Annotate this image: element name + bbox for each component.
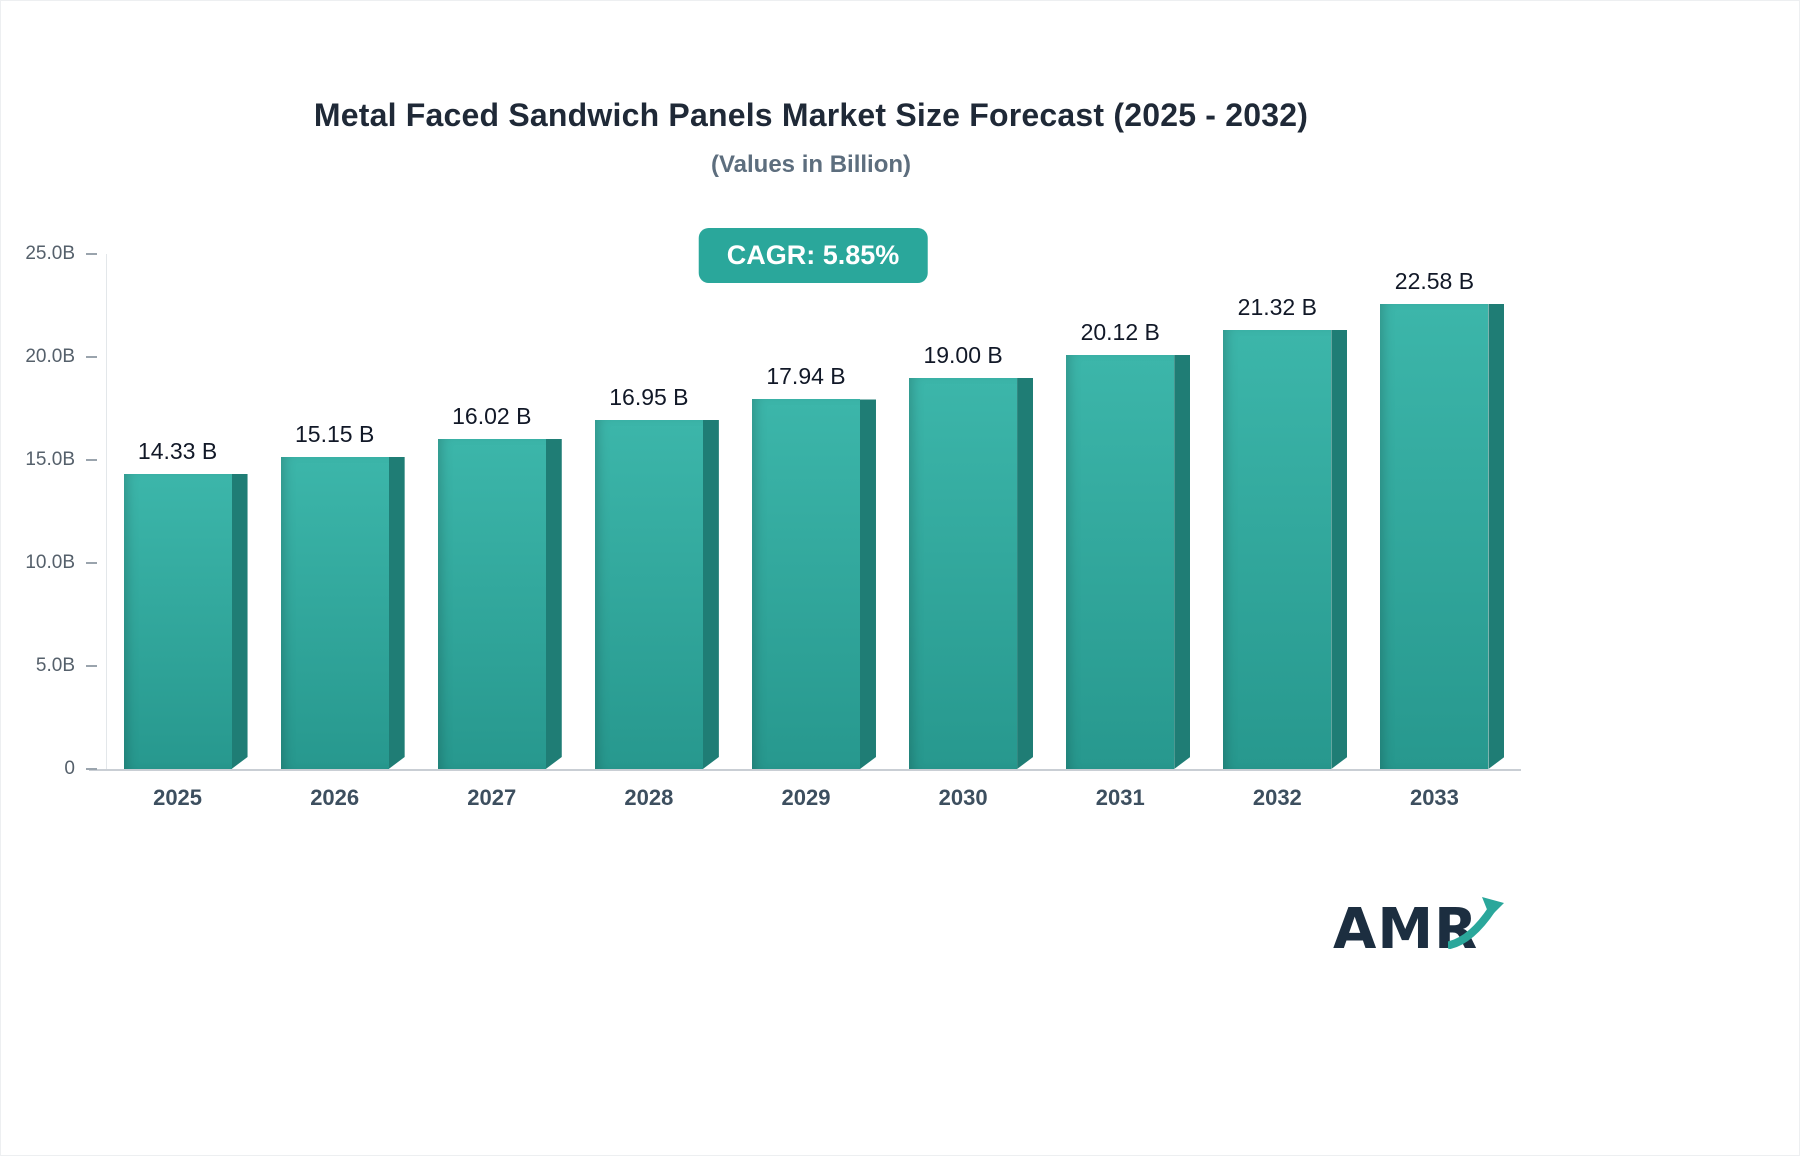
bar-group: 19.00 B [893,254,1050,769]
y-axis-tick [86,562,97,564]
bar-series: 14.33 B 15.15 B 16.02 B 16.95 B 17.94 B 19.00… [107,254,1521,769]
x-axis-label: 2027 [467,785,517,810]
x-axis-label: 2029 [781,785,831,810]
bar [1066,354,1190,769]
bar-face [280,456,389,769]
brand-logo: AMR [1333,897,1505,962]
y-axis-tick [86,459,97,461]
bar [909,377,1033,769]
logo-arrow-icon [1448,897,1505,949]
bar-side-shade [1331,330,1347,769]
bar-face [751,399,860,769]
bar-group: 15.15 B [264,254,421,769]
bar [751,399,876,769]
y-axis-label: 5.0B [35,655,75,676]
bar-group: 20.12 B [1050,254,1207,769]
bar-group: 22.58 B [1364,254,1521,769]
bar [123,473,248,769]
y-axis-tick [86,253,97,255]
bar-value-label: 20.12 B [1080,318,1160,345]
bar-group: 21.32 B [1207,254,1364,769]
bar-value-label: 17.94 B [766,363,846,390]
bar-value-label: 21.32 B [1237,293,1317,320]
bar [594,419,719,769]
bar-face [437,439,546,769]
bar-side-shade [860,399,876,769]
bar-face [594,419,703,769]
bar-value-label: 16.02 B [452,403,532,429]
y-axis-tick [86,665,97,667]
y-axis-label: 10.0B [25,552,75,573]
bar-value-label: 22.58 B [1394,267,1475,294]
x-axis-label: 2030 [938,785,988,810]
bar-side-shade [389,457,405,769]
bar-side-shade [703,420,719,769]
bar-face [1066,354,1175,769]
bar-side-shade [1488,304,1504,769]
bar [280,456,405,769]
bar-side-shade [546,439,562,769]
bar-side-shade [232,474,248,769]
chart-title: Metal Faced Sandwich Panels Market Size … [313,97,1309,133]
y-axis-tick [86,356,97,358]
bar-value-label: 16.95 B [609,383,689,410]
y-axis-tick [86,768,97,770]
y-axis-label: 15.0B [25,449,75,470]
bar-value-label: 14.33 B [137,437,218,464]
bar-face [1223,329,1332,769]
bar-side-shade [1017,378,1033,769]
bar [437,439,562,769]
bar-face [909,377,1018,769]
x-axis-label: 2032 [1252,785,1302,810]
x-axis-label: 2026 [310,785,360,810]
chart-subtitle: (Values in Billion) [710,151,912,178]
brand-logo-text: AMR [1333,897,1479,962]
bar-face [1380,303,1489,769]
cagr-badge: CAGR: 5.85% [698,228,928,283]
bar [1380,303,1504,769]
x-axis-label: 2033 [1409,785,1459,810]
x-axis-label: 2025 [153,785,203,810]
bar-face [123,473,232,769]
bar-group: 16.02 B [421,254,578,769]
y-axis-label: 0 [64,758,75,779]
bar-value-label: 15.15 B [295,420,375,447]
y-axis-label: 20.0B [25,346,75,367]
bar-group: 16.95 B [578,254,735,769]
bar-side-shade [1174,355,1190,769]
x-axis-label: 2031 [1095,785,1145,810]
bar-group: 14.33 B [107,254,264,769]
y-axis-label: 25.0B [25,243,75,264]
x-axis-label: 2028 [624,785,674,810]
plot-area: 0 5.0B 10.0B 15.0B 20.0B 25.0B 14.33 B 15.15 B… [25,243,1521,810]
bar-group: 17.94 B [735,254,892,769]
bar [1223,329,1347,769]
bar-value-label: 19.00 B [923,341,1003,368]
x-axis: 2025 2026 2027 2028 2029 2030 2031 2032 2033 [107,785,1521,811]
